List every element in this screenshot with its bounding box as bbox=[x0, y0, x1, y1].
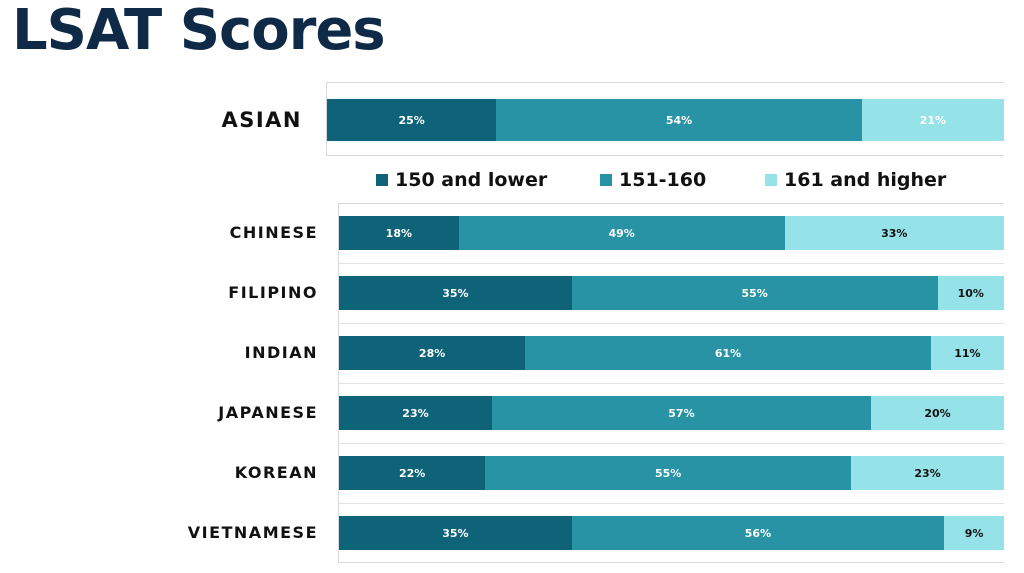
legend-item: 150 and lower bbox=[376, 169, 547, 191]
data-label: 49% bbox=[608, 226, 635, 240]
data-label: 21% bbox=[919, 113, 947, 127]
bar-segment bbox=[784, 216, 1004, 250]
bar-segment bbox=[339, 516, 572, 550]
category-label: CHINESE bbox=[229, 223, 318, 242]
data-label: 33% bbox=[881, 226, 908, 240]
bar-segment bbox=[944, 516, 1004, 550]
category-label: VIETNAMESE bbox=[187, 523, 318, 542]
legend-swatch bbox=[600, 174, 612, 186]
legend-label: 161 and higher bbox=[784, 169, 947, 191]
legend-label: 150 and lower bbox=[395, 169, 548, 191]
data-label: 61% bbox=[714, 346, 742, 360]
data-label: 35% bbox=[442, 286, 469, 300]
bar-segment bbox=[339, 276, 572, 310]
data-label: 23% bbox=[914, 466, 941, 480]
gridline bbox=[339, 443, 1004, 444]
category-label: FILIPINO bbox=[228, 283, 318, 302]
gridline bbox=[339, 503, 1004, 504]
category-label: KOREAN bbox=[234, 463, 318, 482]
bar-segment bbox=[458, 216, 785, 250]
bar-segment bbox=[525, 336, 931, 370]
data-label: 22% bbox=[398, 466, 426, 480]
bar-segment bbox=[485, 456, 852, 490]
bar-segment bbox=[571, 276, 938, 310]
bar-segment bbox=[571, 516, 945, 550]
category-label: ASIAN bbox=[221, 108, 302, 132]
data-label: 28% bbox=[418, 346, 446, 360]
data-label: 25% bbox=[398, 113, 425, 127]
gridline bbox=[339, 323, 1004, 324]
legend-label: 151-160 bbox=[619, 169, 707, 191]
bar-segment bbox=[861, 99, 1004, 141]
data-label: 35% bbox=[442, 526, 469, 540]
data-label: 55% bbox=[655, 466, 682, 480]
bar-segment bbox=[339, 396, 492, 430]
data-label: 11% bbox=[954, 346, 981, 360]
data-label: 23% bbox=[402, 406, 429, 420]
bar-segment bbox=[491, 396, 871, 430]
bar-segment bbox=[339, 336, 526, 370]
data-label: 20% bbox=[924, 406, 951, 420]
asian-plot-area bbox=[326, 82, 1004, 156]
data-label: 10% bbox=[957, 286, 984, 300]
bar-segment bbox=[930, 336, 1004, 370]
legend-item: 151-160 bbox=[600, 169, 706, 191]
bar-segment bbox=[339, 216, 459, 250]
data-label: 56% bbox=[744, 526, 772, 540]
data-label: 18% bbox=[385, 226, 413, 240]
subgroup-plot-area bbox=[338, 203, 1004, 563]
bar-segment bbox=[871, 396, 1004, 430]
data-label: 55% bbox=[741, 286, 768, 300]
category-label: JAPANESE bbox=[218, 403, 318, 422]
gridline bbox=[339, 263, 1004, 264]
legend-swatch bbox=[376, 174, 388, 186]
chart-title: LSAT Scores bbox=[12, 0, 386, 63]
gridline bbox=[339, 383, 1004, 384]
data-label: 9% bbox=[964, 526, 984, 540]
bar-segment bbox=[339, 456, 486, 490]
legend-swatch bbox=[765, 174, 777, 186]
category-label: INDIAN bbox=[244, 343, 318, 362]
data-label: 57% bbox=[668, 406, 695, 420]
bar-segment bbox=[496, 99, 862, 141]
bar-segment bbox=[937, 276, 1004, 310]
bar-segment bbox=[851, 456, 1004, 490]
bar-segment bbox=[327, 99, 497, 141]
legend-item: 161 and higher bbox=[765, 169, 946, 191]
data-label: 54% bbox=[665, 113, 693, 127]
